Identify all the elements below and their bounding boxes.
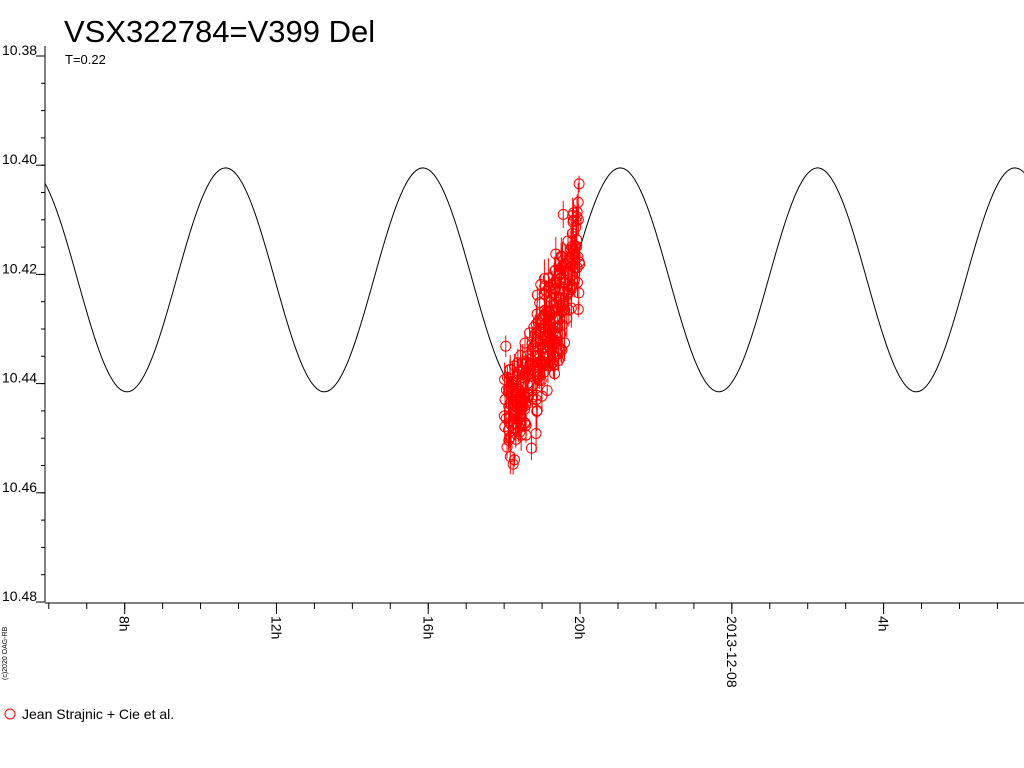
data-point bbox=[551, 296, 563, 308]
y-tick-label: 10.44 bbox=[2, 370, 37, 386]
chart-title: VSX322784=V399 Del bbox=[64, 14, 375, 49]
data-point bbox=[507, 406, 519, 418]
x-tick-label: 12h bbox=[268, 616, 284, 639]
data-point bbox=[519, 355, 531, 367]
data-point bbox=[503, 424, 515, 436]
model-curve bbox=[44, 167, 1024, 393]
x-tick-label: 4h bbox=[876, 616, 892, 632]
data-point bbox=[569, 262, 581, 274]
data-point bbox=[557, 208, 569, 220]
y-tick-label: 10.48 bbox=[2, 588, 37, 604]
legend: Jean Strajnic + Cie et al. bbox=[4, 706, 174, 722]
model-sine-line bbox=[44, 167, 1024, 393]
data-point bbox=[499, 373, 511, 385]
data-point bbox=[561, 312, 573, 324]
data-point bbox=[549, 336, 561, 348]
data-point bbox=[531, 405, 543, 417]
data-point bbox=[538, 273, 550, 285]
data-point bbox=[528, 365, 540, 377]
legend-marker-icon bbox=[4, 708, 16, 720]
observation-points bbox=[498, 175, 586, 475]
data-point bbox=[541, 306, 553, 318]
data-point bbox=[511, 390, 523, 402]
data-point bbox=[549, 264, 561, 276]
data-point bbox=[538, 322, 550, 334]
data-point bbox=[500, 340, 512, 352]
data-point bbox=[540, 285, 552, 297]
data-point bbox=[553, 284, 565, 296]
y-tick-label: 10.40 bbox=[2, 151, 37, 167]
data-point bbox=[521, 350, 533, 362]
x-tick-label: 8h bbox=[117, 616, 133, 632]
x-tick-label: 2013-12-08 bbox=[724, 616, 740, 688]
data-point bbox=[541, 384, 553, 396]
data-point bbox=[556, 344, 568, 356]
data-point bbox=[572, 303, 584, 315]
data-point bbox=[525, 442, 537, 454]
data-point bbox=[532, 316, 544, 328]
data-point bbox=[530, 427, 542, 439]
axes: 10.38 10.40 10.42 10.44 10.46 10.48 8h 12h 16h 20… bbox=[2, 42, 1024, 688]
x-tick-label: 20h bbox=[572, 616, 588, 639]
legend-label: Jean Strajnic + Cie et al. bbox=[22, 706, 174, 722]
y-tick-label: 10.46 bbox=[2, 479, 37, 495]
data-point bbox=[517, 372, 529, 384]
y-tick-label: 10.42 bbox=[2, 260, 37, 276]
data-point bbox=[567, 248, 579, 260]
data-point bbox=[562, 235, 574, 247]
data-point bbox=[518, 391, 530, 403]
chart-subtitle: T=0.22 bbox=[65, 52, 106, 67]
data-point bbox=[538, 366, 550, 378]
data-point bbox=[524, 327, 536, 339]
data-point bbox=[555, 261, 567, 273]
data-point bbox=[515, 364, 527, 376]
data-point bbox=[571, 277, 583, 289]
data-point bbox=[527, 341, 539, 353]
data-point bbox=[536, 360, 548, 372]
data-point bbox=[505, 431, 517, 443]
y-tick-label: 10.38 bbox=[2, 42, 37, 58]
copyright-note: (c)2020 OAG-RB bbox=[2, 626, 9, 680]
data-point bbox=[554, 268, 566, 280]
data-point bbox=[546, 279, 558, 291]
data-point bbox=[507, 379, 519, 391]
data-point bbox=[552, 303, 564, 315]
data-point bbox=[555, 343, 567, 355]
data-point bbox=[507, 458, 519, 470]
data-point bbox=[515, 408, 527, 420]
data-point bbox=[545, 355, 557, 367]
data-point bbox=[504, 451, 516, 463]
data-point bbox=[549, 368, 561, 380]
data-point bbox=[509, 400, 521, 412]
data-point bbox=[567, 216, 579, 228]
data-point bbox=[573, 178, 585, 190]
data-point bbox=[568, 245, 580, 257]
x-tick-label: 16h bbox=[420, 616, 436, 639]
